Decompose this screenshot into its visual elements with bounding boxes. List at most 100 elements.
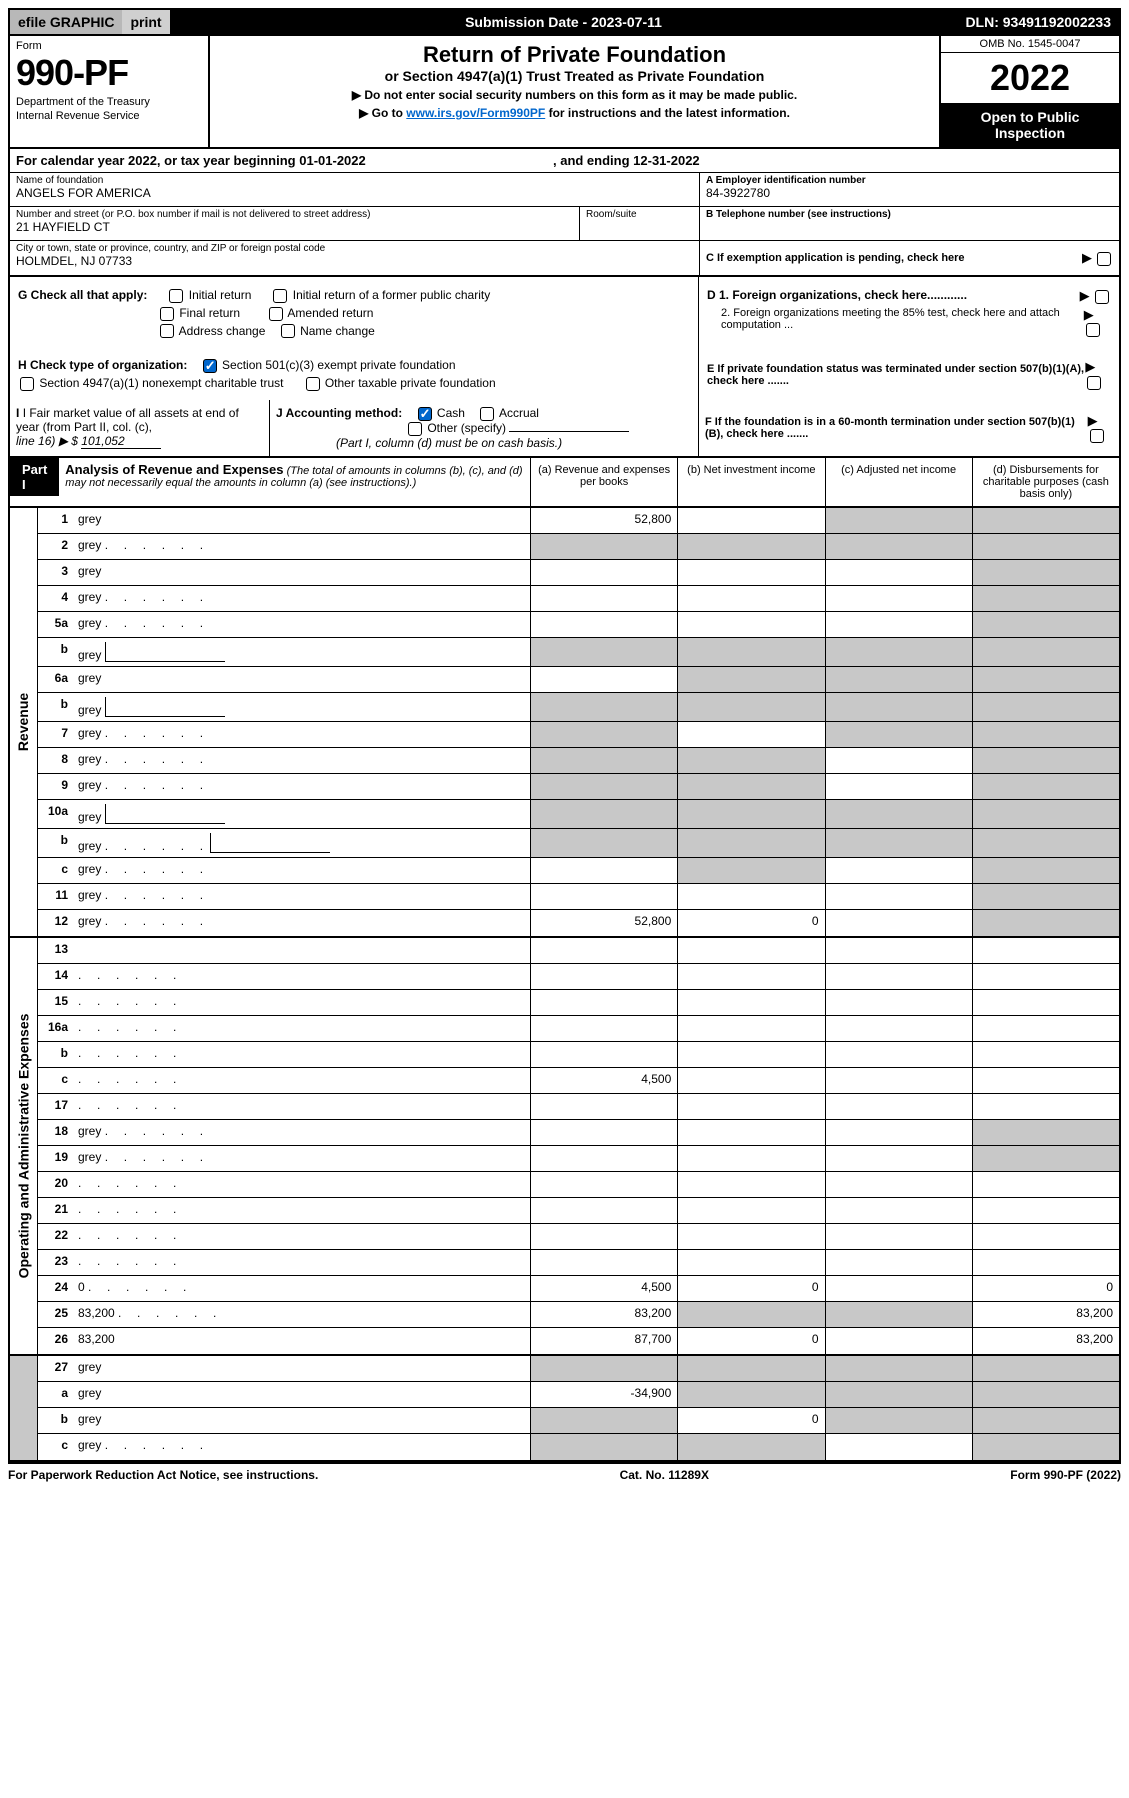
row-description: grey . . . . . . (74, 774, 530, 799)
g-address-checkbox[interactable] (160, 324, 174, 338)
h-501c3-checkbox[interactable] (203, 359, 217, 373)
cell-col-c (825, 1328, 972, 1354)
cell-col-c (825, 774, 972, 799)
table-row: 11grey . . . . . . (38, 884, 1119, 910)
col-c-header: (c) Adjusted net income (825, 458, 972, 506)
cell-col-a (530, 560, 677, 585)
h-4947-label: Section 4947(a)(1) nonexempt charitable … (39, 376, 283, 390)
d1-checkbox[interactable] (1095, 290, 1109, 304)
row-description: grey . . . . . . (74, 858, 530, 883)
f-checkbox[interactable] (1090, 429, 1104, 443)
cell-col-a (530, 1042, 677, 1067)
j-other-input[interactable] (509, 431, 629, 432)
cell-col-c (825, 1094, 972, 1119)
open-line1: Open to Public (941, 109, 1119, 125)
row-description: grey . . . . . . (74, 612, 530, 637)
cell-col-a (530, 586, 677, 611)
cell-col-d (972, 990, 1119, 1015)
h-501c3-label: Section 501(c)(3) exempt private foundat… (222, 358, 455, 372)
g-final-label: Final return (179, 306, 240, 320)
d1-row: D 1. Foreign organizations, check here..… (707, 288, 1111, 304)
cell-col-a (530, 884, 677, 909)
d2-checkbox[interactable] (1086, 323, 1100, 337)
row-description: grey . . . . . . (74, 748, 530, 773)
table-row: cgrey . . . . . . (38, 858, 1119, 884)
g-amended-checkbox[interactable] (269, 307, 283, 321)
c-label: C If exemption application is pending, c… (706, 252, 965, 264)
cal-pre: For calendar year 2022, or tax year begi… (16, 153, 299, 168)
table-row: cgrey . . . . . . (38, 1434, 1119, 1460)
g-initial-checkbox[interactable] (169, 289, 183, 303)
cell-col-a: 4,500 (530, 1276, 677, 1301)
cell-col-c (825, 748, 972, 773)
cell-col-b (677, 1224, 824, 1249)
form-link-line: ▶ Go to www.irs.gov/Form990PF for instru… (216, 106, 933, 120)
row-number: b (38, 638, 74, 666)
h-other-checkbox[interactable] (306, 377, 320, 391)
cell-col-a (530, 534, 677, 559)
cell-col-d (972, 1146, 1119, 1171)
cell-col-a (530, 612, 677, 637)
table-row: 14 . . . . . . (38, 964, 1119, 990)
table-row: b . . . . . . (38, 1042, 1119, 1068)
row-number: c (38, 1434, 74, 1460)
open-inspection: Open to Public Inspection (941, 103, 1119, 147)
tax-year: 2022 (941, 53, 1119, 103)
row-description: grey (74, 1408, 530, 1433)
table-row: 23 . . . . . . (38, 1250, 1119, 1276)
cell-col-c (825, 1042, 972, 1067)
cell-col-d (972, 1068, 1119, 1093)
table-row: 21 . . . . . . (38, 1198, 1119, 1224)
j-cash-checkbox[interactable] (418, 407, 432, 421)
cell-col-a: 83,200 (530, 1302, 677, 1327)
cell-col-b (677, 534, 824, 559)
g-name-checkbox[interactable] (281, 324, 295, 338)
cell-col-a (530, 667, 677, 692)
row-description: grey (74, 667, 530, 692)
table-row: 8grey . . . . . . (38, 748, 1119, 774)
ein-value: 84-3922780 (706, 186, 1113, 200)
table-row: 17 . . . . . . (38, 1094, 1119, 1120)
row-description: 83,200 (74, 1328, 530, 1354)
form-warning: ▶ Do not enter social security numbers o… (216, 88, 933, 102)
cell-col-a: -34,900 (530, 1382, 677, 1407)
cell-col-a (530, 1016, 677, 1041)
expenses-side-label: Operating and Administrative Expenses (10, 938, 38, 1354)
irs-link[interactable]: www.irs.gov/Form990PF (406, 106, 545, 120)
cell-col-b (677, 774, 824, 799)
table-row: 240 . . . . . .4,50000 (38, 1276, 1119, 1302)
table-row: 12grey . . . . . .52,8000 (38, 910, 1119, 936)
print-button[interactable]: print (122, 10, 169, 34)
row-description: grey (74, 638, 530, 666)
cell-col-c (825, 1016, 972, 1041)
j-other-checkbox[interactable] (408, 422, 422, 436)
form-title-block: Return of Private Foundation or Section … (210, 36, 939, 147)
j-cash-label: Cash (437, 406, 465, 420)
j-accrual-checkbox[interactable] (480, 407, 494, 421)
row-description: grey (74, 800, 530, 828)
cell-col-b (677, 1382, 824, 1407)
foundation-name: ANGELS FOR AMERICA (16, 186, 693, 200)
cell-col-b (677, 884, 824, 909)
row-description: grey . . . . . . (74, 586, 530, 611)
cell-col-d (972, 722, 1119, 747)
cell-col-b (677, 748, 824, 773)
g-initial-former-checkbox[interactable] (273, 289, 287, 303)
cell-col-a: 4,500 (530, 1068, 677, 1093)
cell-col-a (530, 800, 677, 828)
table-row: bgrey (38, 638, 1119, 667)
cell-col-a (530, 1434, 677, 1460)
cell-col-d (972, 829, 1119, 857)
table-row: 10agrey (38, 800, 1119, 829)
bottom-side-spacer (10, 1356, 38, 1460)
h-4947-checkbox[interactable] (20, 377, 34, 391)
c-checkbox[interactable] (1097, 252, 1111, 266)
row-description: . . . . . . (74, 1172, 530, 1197)
e-checkbox[interactable] (1087, 376, 1101, 390)
g-final-checkbox[interactable] (160, 307, 174, 321)
table-row: 13 (38, 938, 1119, 964)
open-line2: Inspection (941, 125, 1119, 141)
row-description: grey . . . . . . (74, 722, 530, 747)
cell-col-b (677, 1146, 824, 1171)
row-number: 2 (38, 534, 74, 559)
